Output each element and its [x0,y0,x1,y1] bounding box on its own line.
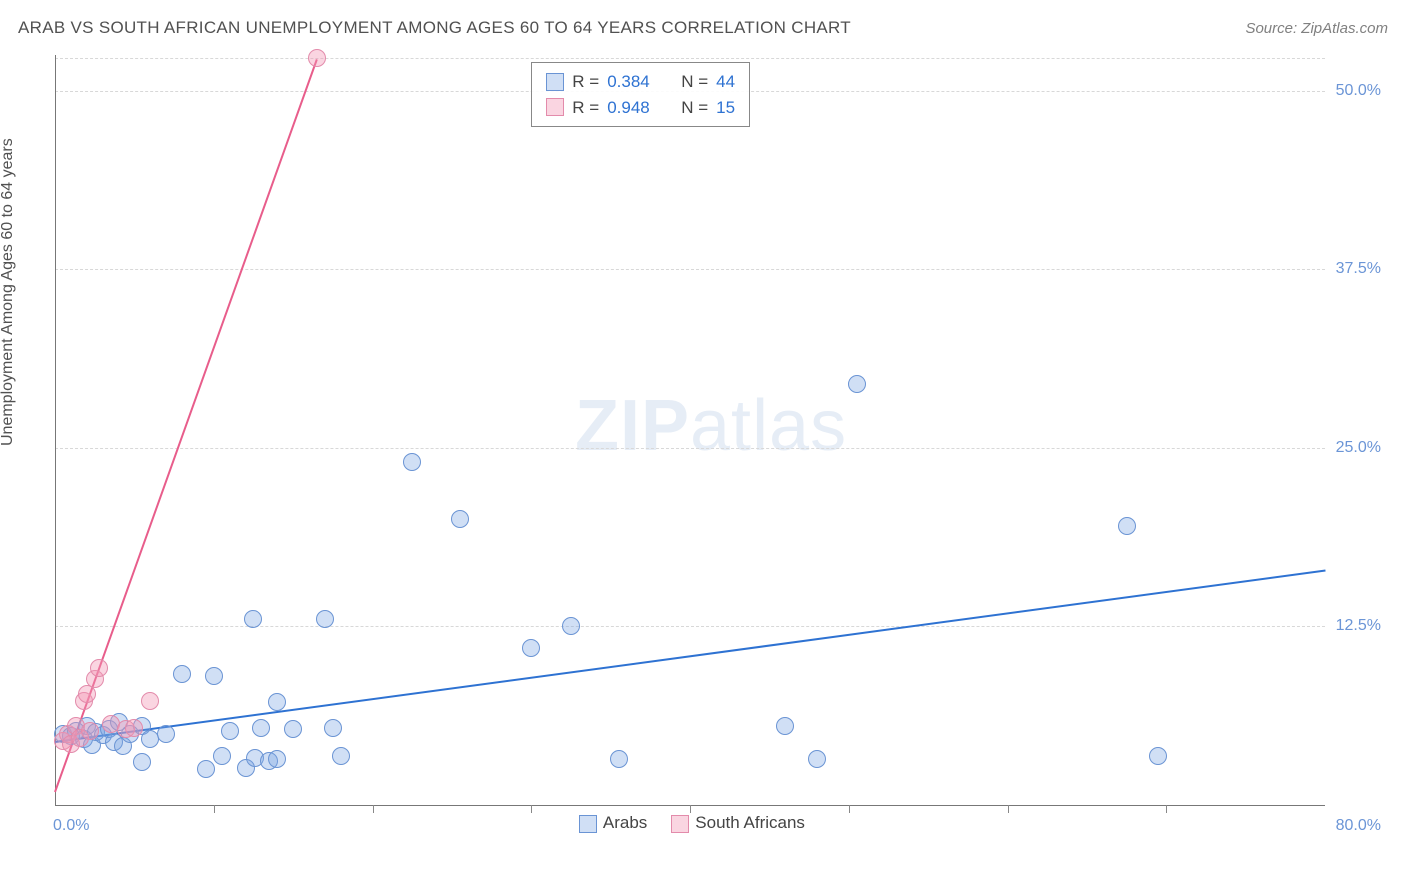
y-axis [55,55,56,805]
legend-swatch [546,73,564,91]
data-point [244,610,262,628]
y-axis-label: Unemployment Among Ages 60 to 64 years [0,138,17,446]
data-point [308,49,326,67]
chart-title: ARAB VS SOUTH AFRICAN UNEMPLOYMENT AMONG… [18,18,851,38]
legend-item: South Africans [671,813,805,833]
n-value: 15 [716,95,735,121]
data-point [81,722,99,740]
x-minor-tick [849,805,850,813]
gridline [55,448,1325,449]
data-point [268,750,286,768]
data-point [213,747,231,765]
chart-plot-area: ZIPatlas 12.5% 25.0% 37.5% 50.0% 0.0% 80.0% R … [55,55,1385,835]
data-point [125,719,143,737]
x-minor-tick [690,805,691,813]
data-point [808,750,826,768]
correlation-legend: R = 0.384 N = 44 R = 0.948 N = 15 [531,62,750,127]
x-tick-label: 80.0% [1336,817,1381,835]
data-point [324,719,342,737]
data-point [776,717,794,735]
x-minor-tick [1166,805,1167,813]
legend-row: R = 0.384 N = 44 [546,69,735,95]
data-point [205,667,223,685]
x-minor-tick [373,805,374,813]
n-label: N = [681,95,708,121]
x-minor-tick [214,805,215,813]
x-minor-tick [1008,805,1009,813]
data-point [157,725,175,743]
y-tick-label: 50.0% [1336,82,1381,100]
data-point [197,760,215,778]
r-value: 0.384 [607,69,663,95]
n-value: 44 [716,69,735,95]
watermark: ZIPatlas [575,385,847,467]
data-point [451,510,469,528]
legend-row: R = 0.948 N = 15 [546,95,735,121]
y-tick-label: 12.5% [1336,617,1381,635]
data-point [316,610,334,628]
data-point [173,665,191,683]
y-tick-label: 25.0% [1336,439,1381,457]
legend-label: Arabs [603,813,647,832]
data-point [1149,747,1167,765]
data-point [221,722,239,740]
legend-item: Arabs [579,813,647,833]
series-legend: Arabs South Africans [579,813,805,833]
r-label: R = [572,69,599,95]
n-label: N = [681,69,708,95]
x-minor-tick [531,805,532,813]
r-label: R = [572,95,599,121]
data-point [268,693,286,711]
y-tick-label: 37.5% [1336,260,1381,278]
data-point [133,753,151,771]
data-point [848,375,866,393]
watermark-bold: ZIP [575,386,690,466]
data-point [610,750,628,768]
data-point [332,747,350,765]
x-tick-label: 0.0% [53,817,89,835]
data-point [562,617,580,635]
legend-label: South Africans [695,813,805,832]
data-point [141,692,159,710]
watermark-light: atlas [690,386,847,466]
gridline [55,626,1325,627]
legend-swatch [546,98,564,116]
data-point [522,639,540,657]
header-row: ARAB VS SOUTH AFRICAN UNEMPLOYMENT AMONG… [18,18,1388,38]
data-point [1118,517,1136,535]
legend-swatch [579,815,597,833]
gridline [55,269,1325,270]
legend-swatch [671,815,689,833]
source-label: Source: ZipAtlas.com [1245,20,1388,37]
gridline [55,58,1325,59]
r-value: 0.948 [607,95,663,121]
data-point [284,720,302,738]
trend-line [55,569,1325,742]
data-point [403,453,421,471]
data-point [252,719,270,737]
data-point [90,659,108,677]
